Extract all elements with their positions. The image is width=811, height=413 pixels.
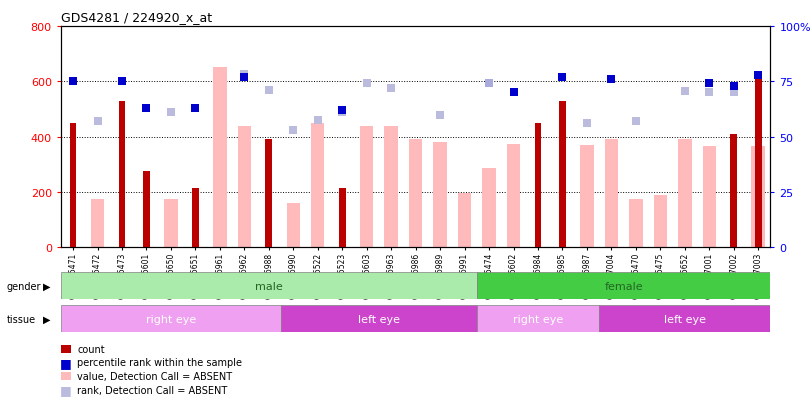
Bar bbox=[477, 306, 599, 332]
Text: GDS4281 / 224920_x_at: GDS4281 / 224920_x_at bbox=[61, 11, 212, 24]
Bar bbox=[192, 188, 199, 248]
Bar bbox=[599, 306, 770, 332]
Bar bbox=[91, 199, 105, 248]
Bar bbox=[534, 123, 542, 248]
Text: value, Detection Call = ABSENT: value, Detection Call = ABSENT bbox=[77, 371, 232, 381]
Text: rank, Detection Call = ABSENT: rank, Detection Call = ABSENT bbox=[77, 385, 227, 395]
Text: tissue: tissue bbox=[6, 314, 36, 324]
Bar bbox=[384, 126, 398, 248]
Text: left eye: left eye bbox=[664, 314, 706, 324]
Bar bbox=[654, 195, 667, 248]
Bar bbox=[360, 126, 373, 248]
Bar bbox=[477, 273, 770, 299]
Bar bbox=[559, 102, 566, 248]
Bar bbox=[70, 123, 76, 248]
Bar bbox=[61, 273, 477, 299]
Text: right eye: right eye bbox=[146, 314, 196, 324]
Bar bbox=[281, 306, 477, 332]
Text: percentile rank within the sample: percentile rank within the sample bbox=[77, 358, 242, 368]
Bar bbox=[118, 102, 126, 248]
Bar bbox=[409, 140, 423, 248]
Text: ■: ■ bbox=[60, 356, 72, 369]
Bar bbox=[265, 140, 272, 248]
Bar bbox=[580, 146, 594, 248]
Bar bbox=[339, 188, 345, 248]
Text: ▶: ▶ bbox=[43, 281, 51, 291]
Bar bbox=[286, 204, 300, 248]
Text: male: male bbox=[255, 281, 283, 291]
Bar bbox=[678, 140, 692, 248]
Bar bbox=[61, 306, 281, 332]
Bar bbox=[213, 68, 226, 248]
Bar bbox=[731, 135, 737, 248]
Bar bbox=[458, 194, 471, 248]
Bar bbox=[433, 143, 447, 248]
Bar bbox=[483, 169, 496, 248]
Text: ▶: ▶ bbox=[43, 314, 51, 324]
Bar bbox=[605, 140, 618, 248]
Bar bbox=[143, 172, 150, 248]
Bar bbox=[755, 76, 762, 248]
Bar bbox=[629, 199, 642, 248]
Bar bbox=[507, 144, 520, 248]
Bar bbox=[702, 147, 716, 248]
Text: right eye: right eye bbox=[513, 314, 563, 324]
Text: left eye: left eye bbox=[358, 314, 400, 324]
Bar bbox=[752, 147, 765, 248]
Text: gender: gender bbox=[6, 281, 41, 291]
Text: female: female bbox=[604, 281, 643, 291]
Text: ■: ■ bbox=[60, 383, 72, 396]
Bar bbox=[238, 126, 251, 248]
Bar bbox=[164, 199, 178, 248]
Text: count: count bbox=[77, 344, 105, 354]
Bar bbox=[311, 123, 324, 248]
